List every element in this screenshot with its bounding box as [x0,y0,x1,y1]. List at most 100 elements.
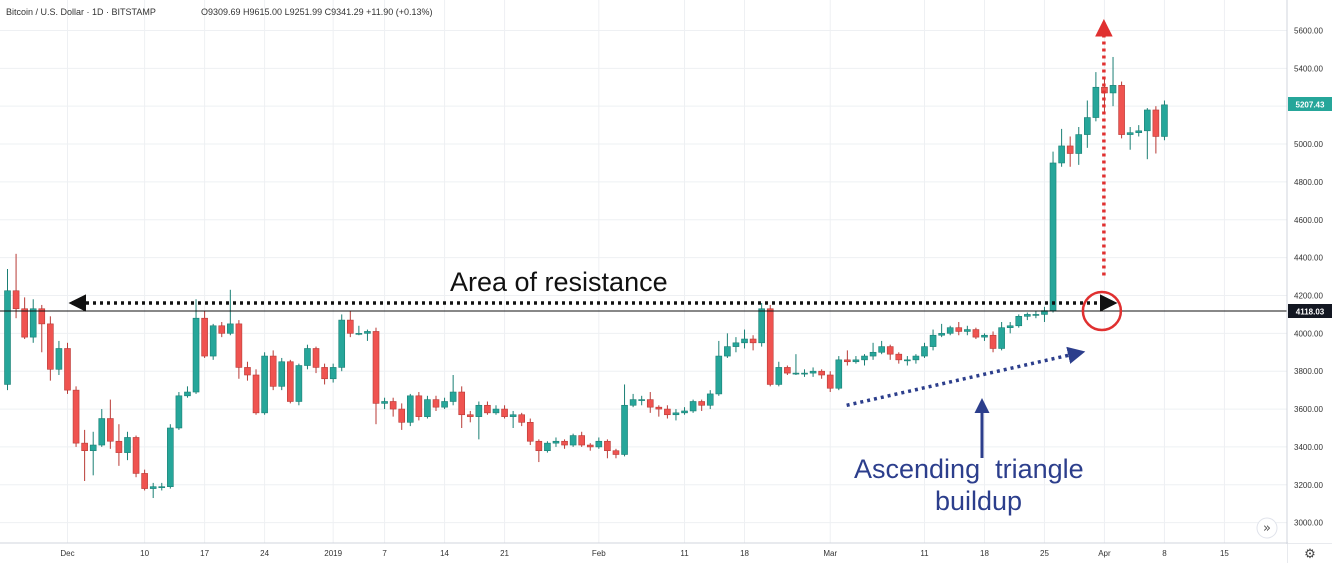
candle[interactable] [621,384,628,457]
candle[interactable] [526,418,534,446]
candle[interactable] [115,424,123,466]
candle[interactable] [415,392,423,421]
candle[interactable] [929,329,937,351]
candle[interactable] [732,337,740,353]
candle[interactable] [612,448,620,459]
candle[interactable] [29,299,37,343]
candle[interactable] [338,314,346,372]
candle[interactable] [1066,136,1074,167]
candle[interactable] [535,439,543,463]
candle[interactable] [569,433,577,447]
candle[interactable] [886,344,894,360]
candle[interactable] [904,356,911,366]
candle[interactable] [604,439,611,459]
candle[interactable] [406,393,414,427]
candle[interactable] [124,431,131,461]
candle[interactable] [312,346,320,374]
candle[interactable] [244,361,251,381]
candle[interactable] [381,397,388,410]
candle[interactable] [972,327,980,340]
candle[interactable] [792,354,800,375]
candle[interactable] [1006,321,1014,334]
candle[interactable] [1058,128,1065,167]
candle[interactable] [21,297,28,340]
candle[interactable] [586,443,594,451]
candle[interactable] [672,409,680,421]
candle[interactable] [501,405,508,419]
candle[interactable] [544,441,551,453]
candle[interactable] [758,303,765,347]
candle[interactable] [809,367,817,377]
candle[interactable] [235,320,243,379]
candle[interactable] [4,268,11,391]
candle[interactable] [835,356,843,391]
candle[interactable] [1126,127,1134,150]
candle[interactable] [252,369,260,415]
candle[interactable] [321,363,328,385]
candle[interactable] [1118,81,1125,139]
candle[interactable] [1032,310,1040,319]
candle[interactable] [218,321,226,338]
candle[interactable] [946,325,954,336]
candle[interactable] [998,321,1005,351]
candle[interactable] [132,435,140,478]
candle[interactable] [64,342,71,394]
candle[interactable] [38,304,46,353]
candle[interactable] [295,363,303,406]
candle[interactable] [689,399,697,413]
candle[interactable] [955,321,963,336]
candle[interactable] [852,356,860,364]
candle[interactable] [595,437,603,449]
candle[interactable] [1135,125,1143,137]
candle[interactable] [844,350,851,366]
candle[interactable] [706,390,714,410]
candle[interactable] [749,335,757,351]
candle[interactable] [449,374,457,406]
candle[interactable] [724,333,731,358]
candle[interactable] [466,410,474,423]
candle[interactable] [184,386,191,398]
candle[interactable] [287,359,294,404]
candle[interactable] [698,399,705,411]
candle[interactable] [355,325,363,336]
candle[interactable] [432,395,440,411]
candle[interactable] [638,395,645,406]
candle[interactable] [167,424,174,489]
candle[interactable] [921,342,928,358]
candle[interactable] [424,395,431,419]
candle[interactable] [175,392,183,430]
scroll-to-realtime-button[interactable]: » [1256,517,1278,539]
candle[interactable] [775,361,783,387]
candle[interactable] [201,310,208,358]
candle[interactable] [818,369,825,379]
candle[interactable] [741,329,748,349]
time-axis-panel[interactable] [0,544,1287,563]
candle[interactable] [261,352,268,415]
candle[interactable] [149,482,157,499]
candle[interactable] [989,331,997,353]
candle[interactable] [72,386,80,447]
candle[interactable] [1161,100,1168,141]
candle[interactable] [158,482,166,491]
candle[interactable] [861,354,868,366]
candle[interactable] [492,405,500,415]
candle[interactable] [89,431,97,476]
candle[interactable] [364,329,371,341]
candle[interactable] [484,401,491,415]
candle[interactable] [47,316,54,381]
candle[interactable] [1084,100,1091,148]
candle[interactable] [278,357,286,391]
candle[interactable] [398,403,406,430]
candle[interactable] [646,392,654,413]
candle[interactable] [1092,72,1100,122]
candle[interactable] [372,327,380,425]
candle[interactable] [458,386,466,428]
candle[interactable] [878,340,885,355]
candle[interactable] [578,431,585,447]
candle[interactable] [784,365,791,375]
candle[interactable] [441,397,448,410]
candle[interactable] [509,410,517,428]
candle[interactable] [801,369,808,377]
candle[interactable] [1075,127,1083,165]
candle[interactable] [346,310,354,338]
